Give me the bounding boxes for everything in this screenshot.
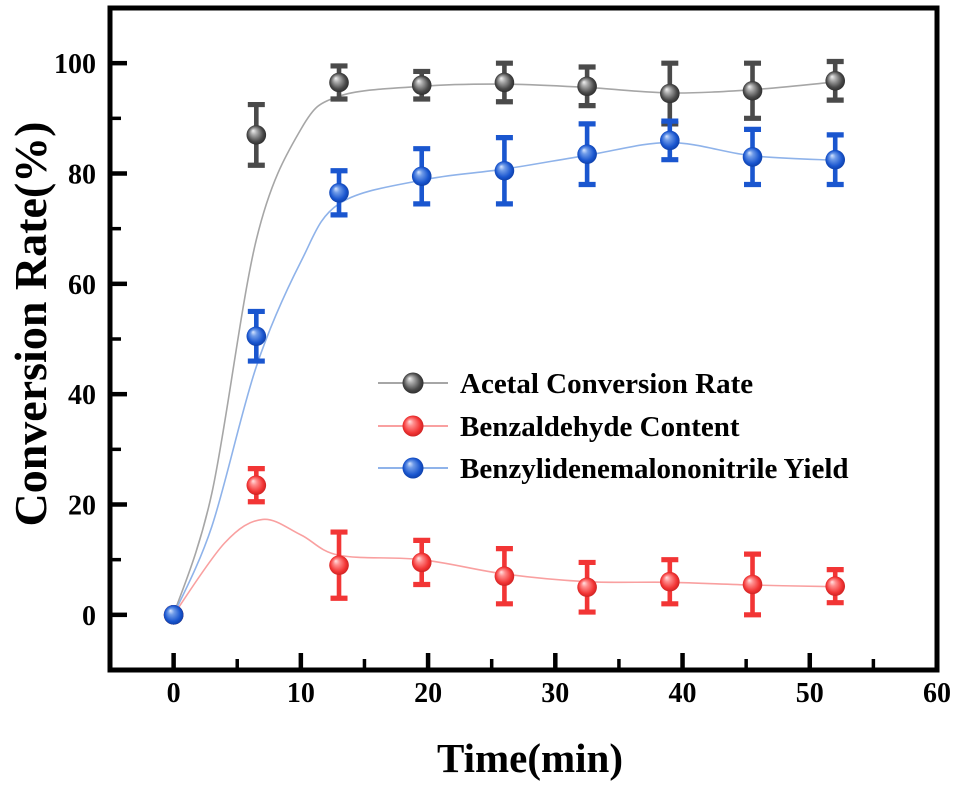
- data-point-marker: [742, 574, 763, 595]
- data-point-marker: [411, 75, 432, 96]
- data-point-marker: [411, 552, 432, 573]
- x-axis-title: Time(min): [437, 735, 623, 781]
- data-point-marker: [329, 183, 349, 203]
- data-point-marker: [577, 577, 597, 598]
- data-point-marker: [329, 72, 349, 93]
- x-tick-label: 0: [167, 678, 181, 709]
- data-point-marker: [742, 80, 763, 101]
- data-point-marker: [742, 147, 763, 167]
- y-axis-title: Conversion Rate(%): [5, 122, 56, 527]
- x-tick-label: 60: [923, 678, 951, 709]
- legend-label: Acetal Conversion Rate: [460, 368, 753, 400]
- data-point-marker: [660, 83, 680, 104]
- y-tick-label: 60: [68, 270, 96, 301]
- y-tick-label: 80: [68, 160, 96, 191]
- series-line: [172, 518, 836, 616]
- data-series: [163, 58, 846, 625]
- data-point-marker: [494, 566, 515, 587]
- data-point-marker: [329, 555, 349, 575]
- data-point-marker: [825, 149, 846, 170]
- axis-ticks: 0 10 20 30 40 50 60 0 20 40 60 80 100: [54, 49, 951, 709]
- legend-label: Benzaldehyde Content: [460, 411, 740, 443]
- legend: Acetal Conversion Rate Benzaldehyde Conte…: [378, 368, 849, 485]
- x-tick-label: 30: [541, 678, 569, 709]
- data-point-marker: [577, 76, 597, 97]
- y-tick-label: 0: [82, 601, 96, 632]
- x-tick-label: 50: [796, 678, 824, 709]
- data-point-marker: [660, 571, 680, 592]
- data-point-marker: [494, 160, 515, 181]
- data-point-marker: [163, 605, 184, 625]
- plot-border: [107, 5, 940, 673]
- data-point-marker: [825, 576, 846, 596]
- data-point-marker: [411, 166, 432, 187]
- x-tick-label: 10: [287, 678, 315, 709]
- legend-marker: [402, 415, 424, 437]
- legend-marker: [402, 372, 424, 394]
- y-tick-label: 40: [68, 380, 96, 411]
- data-point-marker: [825, 71, 846, 91]
- data-point-marker: [577, 144, 597, 164]
- data-point-marker: [494, 72, 515, 93]
- legend-marker: [402, 457, 424, 479]
- y-tick-label: 100: [54, 49, 96, 80]
- y-tick-label: 20: [68, 491, 96, 522]
- data-point-marker: [246, 326, 267, 347]
- x-tick-label: 40: [669, 678, 697, 709]
- legend-label: Benzylidenemalononitrile Yield: [460, 453, 849, 485]
- data-point-marker: [246, 475, 267, 495]
- data-point-marker: [660, 130, 680, 151]
- data-point-marker: [246, 125, 267, 145]
- x-tick-label: 20: [414, 678, 442, 709]
- series-line: [172, 81, 836, 616]
